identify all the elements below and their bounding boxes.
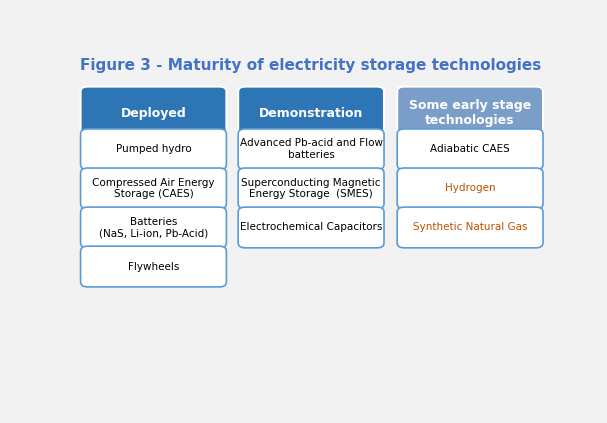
- FancyBboxPatch shape: [397, 168, 543, 209]
- Text: Some early stage
technologies: Some early stage technologies: [409, 99, 531, 127]
- Text: Figure 3 - Maturity of electricity storage technologies: Figure 3 - Maturity of electricity stora…: [81, 58, 541, 73]
- Text: Flywheels: Flywheels: [128, 261, 179, 272]
- Text: Demonstration: Demonstration: [259, 107, 363, 120]
- Text: Pumped hydro: Pumped hydro: [116, 144, 191, 154]
- Text: Compressed Air Energy
Storage (CAES): Compressed Air Energy Storage (CAES): [92, 178, 215, 199]
- Text: Batteries
(NaS, Li-ion, Pb-Acid): Batteries (NaS, Li-ion, Pb-Acid): [99, 217, 208, 238]
- Text: Deployed: Deployed: [121, 107, 186, 120]
- FancyBboxPatch shape: [81, 168, 226, 209]
- FancyBboxPatch shape: [397, 87, 543, 140]
- FancyBboxPatch shape: [81, 129, 226, 170]
- Text: Electrochemical Capacitors: Electrochemical Capacitors: [240, 222, 382, 233]
- FancyBboxPatch shape: [238, 168, 384, 209]
- FancyBboxPatch shape: [238, 129, 384, 170]
- FancyBboxPatch shape: [238, 87, 384, 140]
- Text: Hydrogen: Hydrogen: [445, 184, 495, 193]
- FancyBboxPatch shape: [81, 246, 226, 287]
- Text: Adiabatic CAES: Adiabatic CAES: [430, 144, 510, 154]
- Text: Superconducting Magnetic
Energy Storage  (SMES): Superconducting Magnetic Energy Storage …: [242, 178, 381, 199]
- FancyBboxPatch shape: [397, 207, 543, 248]
- FancyBboxPatch shape: [397, 129, 543, 170]
- Text: Advanced Pb-acid and Flow
batteries: Advanced Pb-acid and Flow batteries: [240, 138, 382, 160]
- FancyBboxPatch shape: [81, 87, 226, 140]
- FancyBboxPatch shape: [238, 207, 384, 248]
- FancyBboxPatch shape: [81, 207, 226, 248]
- Text: Synthetic Natural Gas: Synthetic Natural Gas: [413, 222, 527, 233]
